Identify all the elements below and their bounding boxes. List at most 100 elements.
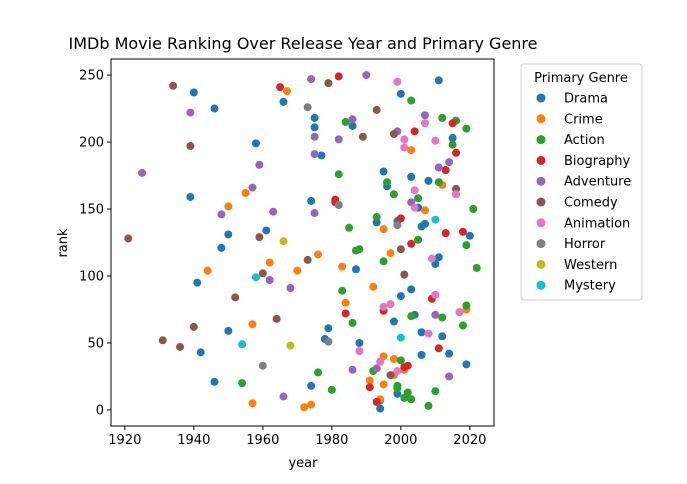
legend-item-crime: Crime: [536, 112, 603, 127]
data-point: [238, 340, 247, 349]
data-point: [193, 278, 202, 287]
data-point: [376, 404, 385, 413]
data-point: [410, 127, 419, 136]
data-point: [341, 117, 350, 126]
data-point: [251, 139, 260, 148]
data-point: [455, 308, 464, 317]
legend-title: Primary Genre: [534, 71, 628, 86]
data-point: [217, 210, 226, 219]
legend: Primary Genre Drama Crime Action Biography A…: [520, 63, 643, 301]
data-point: [303, 255, 312, 264]
data-point: [307, 400, 316, 409]
legend-item-horror: Horror: [536, 237, 606, 252]
data-point: [452, 148, 461, 157]
data-point: [307, 196, 316, 205]
data-point: [258, 361, 267, 370]
data-point: [379, 167, 388, 176]
data-point: [186, 192, 195, 201]
legend-marker: [536, 280, 546, 290]
data-point: [372, 213, 381, 222]
data-point: [407, 395, 416, 404]
legend-label: Biography: [564, 154, 631, 169]
data-point: [431, 310, 440, 319]
data-point: [314, 368, 323, 377]
data-point: [334, 201, 343, 209]
legend-item-comedy: Comedy: [536, 196, 618, 211]
data-point: [307, 75, 316, 84]
series-animation: [355, 77, 464, 376]
data-point: [431, 136, 440, 145]
data-point: [379, 380, 388, 389]
data-point: [431, 387, 440, 396]
data-point: [445, 372, 454, 381]
data-point: [310, 123, 319, 132]
data-point: [410, 186, 419, 195]
data-point: [462, 124, 471, 133]
legend-item-drama: Drama: [536, 92, 608, 107]
data-point: [286, 284, 295, 293]
data-point: [445, 158, 454, 167]
data-point: [424, 329, 433, 338]
data-point: [251, 273, 260, 282]
y-tick-label: 150: [79, 203, 104, 218]
data-point: [345, 223, 354, 232]
data-point: [369, 282, 378, 291]
data-point: [327, 385, 336, 394]
data-point: [372, 105, 381, 114]
data-point: [258, 269, 267, 278]
data-point: [279, 392, 288, 401]
data-point: [300, 403, 309, 412]
data-point: [431, 215, 440, 224]
legend-label: Action: [564, 133, 605, 148]
data-point: [420, 111, 429, 120]
data-point: [462, 360, 471, 369]
series-comedy: [124, 79, 461, 380]
data-point: [431, 290, 440, 299]
data-point: [434, 178, 443, 187]
data-point: [372, 364, 381, 373]
data-point: [255, 160, 264, 169]
data-point: [386, 371, 395, 380]
legend-label: Animation: [564, 216, 630, 231]
legend-label: Crime: [564, 112, 603, 127]
plot-area: 1920 1940 1960 1980 2000 2020 0 50 100 150 200 250: [79, 58, 495, 448]
data-point: [310, 150, 319, 159]
data-point: [269, 207, 278, 216]
data-point: [403, 361, 412, 370]
legend-item-biography: Biography: [536, 154, 631, 169]
series-action: [238, 96, 481, 410]
legend-item-adventure: Adventure: [536, 175, 631, 190]
data-point: [393, 384, 402, 393]
data-point: [407, 239, 416, 248]
data-point: [355, 338, 364, 347]
data-point: [189, 88, 198, 97]
data-point: [217, 243, 226, 252]
data-point: [379, 302, 388, 311]
data-point: [389, 130, 398, 139]
data-point: [341, 309, 350, 318]
data-point: [186, 142, 195, 151]
data-point: [248, 399, 257, 408]
data-point: [407, 312, 416, 321]
data-point: [393, 77, 402, 86]
data-point: [441, 166, 450, 175]
data-point: [434, 344, 443, 353]
series-biography: [276, 72, 467, 406]
legend-label: Mystery: [564, 279, 616, 294]
data-point: [338, 286, 347, 295]
x-tick-label: 2000: [384, 433, 417, 448]
chart-title: IMDb Movie Ranking Over Release Year and…: [68, 34, 537, 53]
data-point: [307, 381, 316, 390]
data-point: [396, 292, 405, 301]
data-point: [255, 233, 264, 242]
data-point: [310, 113, 319, 122]
data-point: [265, 258, 274, 267]
data-point: [158, 336, 167, 345]
data-point: [186, 108, 195, 117]
data-point: [448, 134, 457, 143]
data-point: [424, 176, 433, 185]
data-point: [434, 76, 443, 85]
plot-frame: [110, 58, 495, 427]
legend-label: Western: [564, 258, 617, 273]
